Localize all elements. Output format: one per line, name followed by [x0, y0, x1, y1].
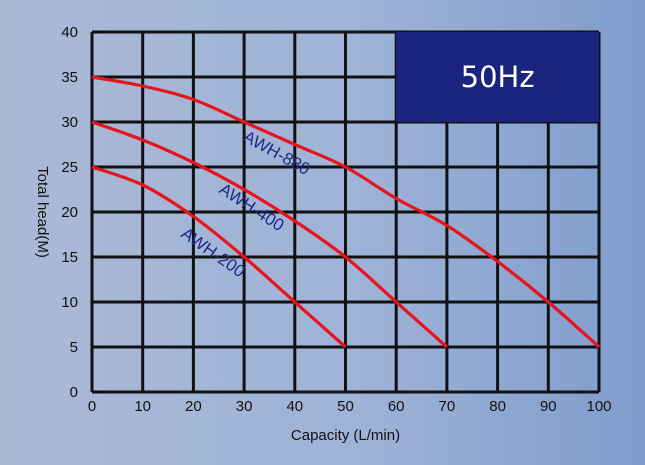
y-axis-label: Total head(M)	[34, 166, 51, 258]
frequency-label: 50Hz	[461, 60, 535, 94]
y-tick-label: 5	[70, 339, 78, 356]
x-tick-label: 70	[439, 398, 456, 415]
x-tick-label: 10	[134, 398, 151, 415]
y-tick-label: 0	[70, 384, 78, 401]
x-tick-labels: 0 10 20 30 40 50 60 70 80 90 100	[88, 398, 612, 415]
curve-awh-400	[91, 120, 448, 349]
x-tick-label: 0	[88, 398, 96, 415]
x-tick-label: 90	[540, 398, 557, 415]
y-tick-label: 25	[61, 159, 78, 176]
curve-awh-200	[91, 165, 347, 349]
y-tick-label: 40	[61, 24, 78, 41]
y-tick-labels: 0 5 10 15 20 25 30 35 40	[61, 24, 78, 401]
x-tick-label: 40	[286, 398, 303, 415]
y-tick-label: 35	[61, 69, 78, 86]
curve-awh-880	[91, 75, 601, 349]
x-tick-label: 20	[185, 398, 202, 415]
y-tick-label: 15	[61, 249, 78, 266]
x-tick-label: 30	[236, 398, 253, 415]
x-tick-label: 100	[586, 398, 611, 415]
x-axis-label: Capacity (L/min)	[291, 427, 400, 444]
frequency-badge: 50Hz	[396, 32, 599, 122]
frequency-badge-box	[396, 32, 599, 122]
x-tick-label: 80	[489, 398, 506, 415]
y-tick-label: 20	[61, 204, 78, 221]
y-tick-label: 30	[61, 114, 78, 131]
curve-label-awh-400: AWH-400	[216, 179, 288, 235]
curves	[91, 75, 601, 349]
y-tick-label: 10	[61, 294, 78, 311]
x-tick-label: 60	[388, 398, 405, 415]
x-tick-label: 50	[337, 398, 354, 415]
